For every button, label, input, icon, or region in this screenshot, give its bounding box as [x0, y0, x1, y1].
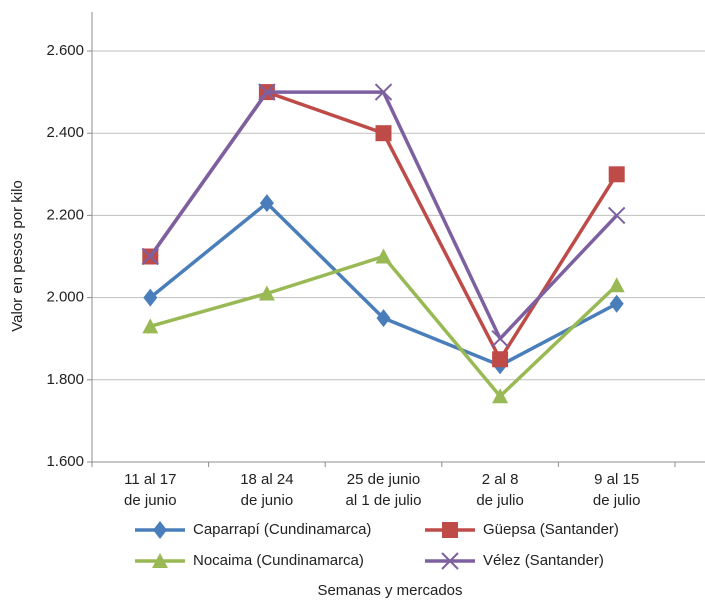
data-point [609, 294, 624, 313]
legend-entry: Güepsa (Santander) [425, 521, 619, 538]
legend-entry: Vélez (Santander) [425, 552, 604, 570]
x-tick-label: 18 al 24 [240, 471, 293, 488]
x-tick-label: al 1 de julio [346, 492, 422, 509]
data-point [375, 248, 392, 264]
data-point [375, 125, 392, 142]
x-tick-label: 25 de junio [347, 471, 420, 488]
data-point [143, 288, 158, 307]
legend-entry: Caparrapí (Cundinamarca) [135, 521, 371, 539]
y-tick-label: 2.600 [46, 42, 84, 59]
legend-marker [441, 552, 459, 570]
data-point [491, 329, 509, 348]
data-point [608, 166, 625, 183]
legend-label: Nocaima (Cundinamarca) [193, 552, 364, 569]
data-point [376, 309, 391, 328]
legend-entry: Nocaima (Cundinamarca) [135, 552, 364, 569]
data-point [374, 83, 393, 101]
x-tick-label: de julio [593, 492, 641, 509]
legend-marker [442, 522, 458, 538]
x-axis-title: Semanas y mercados [317, 582, 462, 599]
legend-label: Vélez (Santander) [483, 552, 604, 569]
data-point [141, 247, 160, 266]
legend-marker [152, 553, 168, 568]
y-tick-label: 2.200 [46, 206, 84, 223]
x-tick-label: 9 al 15 [594, 471, 639, 488]
legend-label: Caparrapí (Cundinamarca) [193, 521, 371, 538]
x-tick-label: de junio [124, 492, 177, 509]
data-point [142, 318, 159, 334]
data-point [607, 206, 626, 225]
y-tick-label: 2.400 [46, 124, 84, 141]
data-point [492, 351, 509, 368]
data-point [259, 194, 274, 213]
data-point [608, 277, 625, 293]
legend-label: Güepsa (Santander) [483, 521, 619, 538]
data-point [492, 388, 509, 404]
x-tick-label: 11 al 17 [124, 471, 176, 488]
data-point [258, 83, 276, 101]
data-point [258, 285, 275, 301]
x-tick-label: de junio [241, 492, 294, 509]
y-tick-label: 2.000 [46, 289, 84, 306]
y-tick-label: 1.800 [46, 371, 84, 388]
y-axis-title: Valor en pesos por kilo [9, 180, 26, 331]
y-tick-label: 1.600 [46, 453, 84, 470]
legend-marker [153, 521, 167, 539]
x-tick-label: 2 al 8 [482, 471, 519, 488]
x-tick-label: de julio [476, 492, 524, 509]
